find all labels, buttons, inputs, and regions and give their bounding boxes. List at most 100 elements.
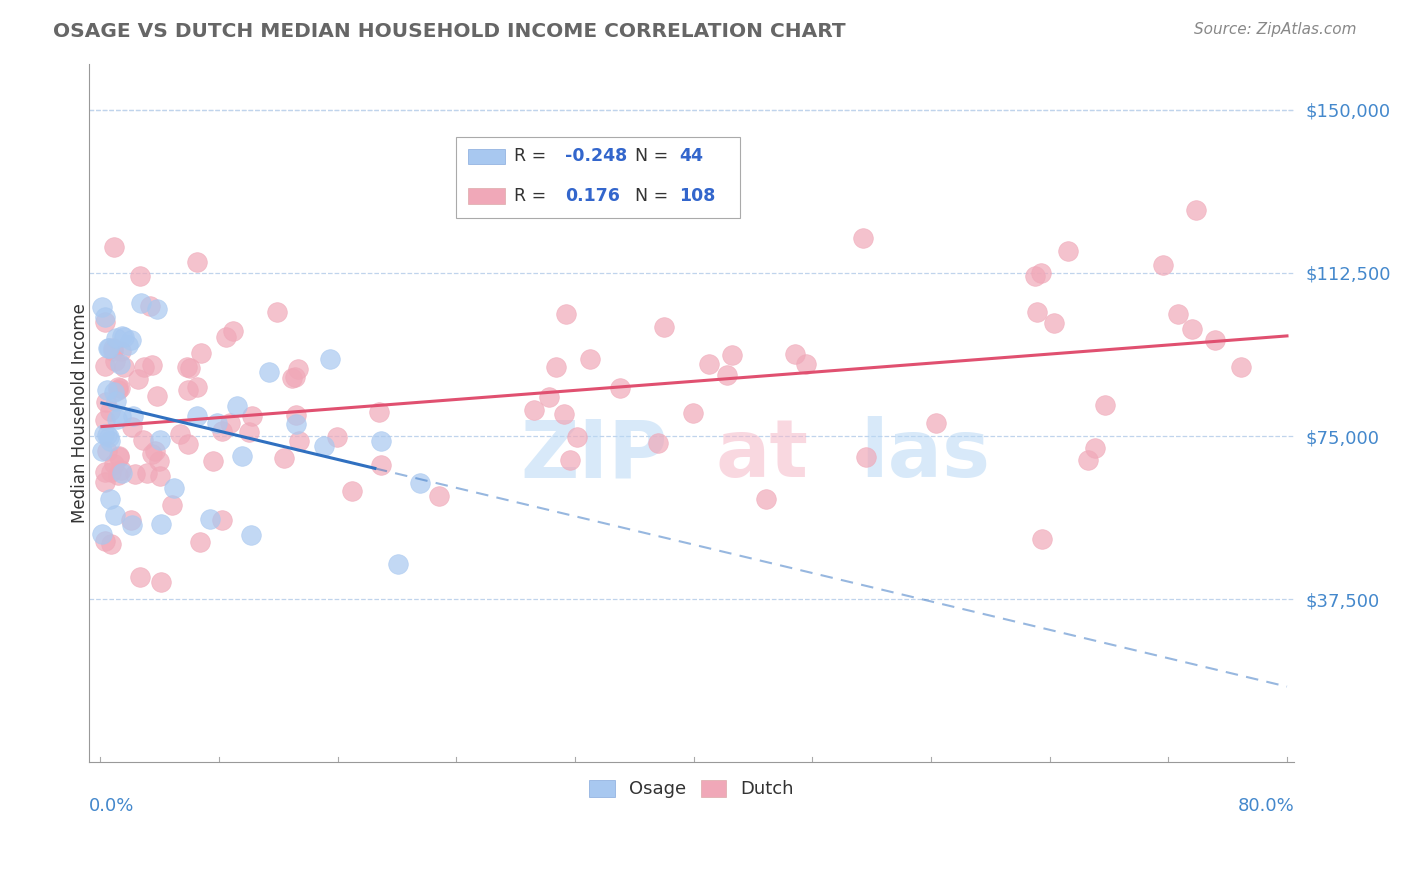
Point — [94, 412, 117, 426]
Point — [205, 417, 228, 431]
Point — [169, 426, 191, 441]
Point — [176, 359, 198, 374]
Y-axis label: Median Household Income: Median Household Income — [72, 303, 89, 523]
Point — [108, 450, 131, 464]
Point — [105, 412, 128, 426]
Point — [266, 304, 288, 318]
Text: OSAGE VS DUTCH MEDIAN HOUSEHOLD INCOME CORRELATION CHART: OSAGE VS DUTCH MEDIAN HOUSEHOLD INCOME C… — [53, 22, 846, 41]
Point — [1031, 266, 1053, 280]
Point — [90, 527, 112, 541]
FancyBboxPatch shape — [457, 137, 740, 218]
Point — [122, 409, 145, 424]
Point — [117, 338, 139, 352]
Point — [1167, 307, 1189, 321]
Point — [98, 403, 121, 417]
Point — [177, 383, 200, 397]
Point — [609, 382, 631, 396]
Point — [682, 406, 704, 420]
Point — [111, 329, 134, 343]
Point — [367, 405, 389, 419]
Point — [1094, 399, 1116, 413]
Point — [553, 407, 575, 421]
Point — [103, 385, 125, 400]
Point — [1031, 533, 1053, 547]
Point — [98, 430, 121, 444]
Point — [94, 465, 117, 479]
Point — [1230, 359, 1253, 374]
Point — [538, 390, 561, 404]
Point — [110, 343, 132, 358]
Point — [143, 444, 166, 458]
Point — [96, 428, 118, 442]
Point — [141, 447, 163, 461]
Point — [755, 492, 778, 507]
Point — [98, 341, 121, 355]
Point — [110, 463, 132, 477]
Point — [104, 508, 127, 523]
Point — [186, 409, 208, 423]
Point — [107, 467, 129, 482]
Point — [107, 449, 129, 463]
Point — [121, 517, 143, 532]
Point — [288, 434, 311, 448]
Point — [219, 416, 242, 430]
Text: R =: R = — [515, 187, 553, 205]
Point — [1181, 322, 1204, 336]
Point — [312, 439, 335, 453]
Point — [148, 454, 170, 468]
Point — [132, 434, 155, 448]
Point — [370, 434, 392, 448]
Text: R =: R = — [515, 147, 553, 165]
Point — [280, 371, 302, 385]
Point — [121, 419, 143, 434]
Text: las: las — [860, 416, 990, 494]
Point — [1024, 268, 1046, 283]
Point — [924, 417, 946, 431]
Point — [104, 393, 127, 408]
Point — [697, 357, 720, 371]
Point — [103, 457, 125, 471]
Point — [104, 331, 127, 345]
Point — [103, 240, 125, 254]
Point — [318, 352, 340, 367]
Point — [523, 403, 546, 417]
Point — [544, 359, 567, 374]
Point — [565, 430, 588, 444]
Point — [231, 449, 253, 463]
Point — [273, 451, 295, 466]
Point — [1152, 258, 1174, 272]
Point — [149, 433, 172, 447]
FancyBboxPatch shape — [468, 188, 505, 203]
Point — [222, 324, 245, 338]
Point — [94, 359, 117, 373]
Point — [150, 575, 173, 590]
Point — [1204, 333, 1226, 347]
Point — [96, 444, 118, 458]
Point — [100, 537, 122, 551]
Point — [211, 513, 233, 527]
Text: Source: ZipAtlas.com: Source: ZipAtlas.com — [1194, 22, 1357, 37]
Point — [100, 465, 122, 479]
Text: at: at — [716, 416, 808, 494]
Text: 80.0%: 80.0% — [1237, 797, 1295, 815]
Point — [129, 268, 152, 283]
Point — [90, 443, 112, 458]
Point — [239, 528, 262, 542]
Point — [427, 489, 450, 503]
Point — [284, 369, 307, 384]
Point — [186, 255, 208, 269]
Point — [104, 354, 127, 368]
Point — [94, 315, 117, 329]
Point — [124, 467, 146, 482]
Point — [198, 512, 221, 526]
Point — [129, 296, 152, 310]
Point — [226, 399, 249, 413]
Point — [190, 346, 212, 360]
Point — [94, 475, 117, 489]
Point — [716, 368, 738, 383]
Point — [94, 394, 117, 409]
Point — [141, 359, 163, 373]
Point — [93, 427, 115, 442]
Point — [177, 437, 200, 451]
Legend: Osage, Dutch: Osage, Dutch — [582, 772, 801, 805]
